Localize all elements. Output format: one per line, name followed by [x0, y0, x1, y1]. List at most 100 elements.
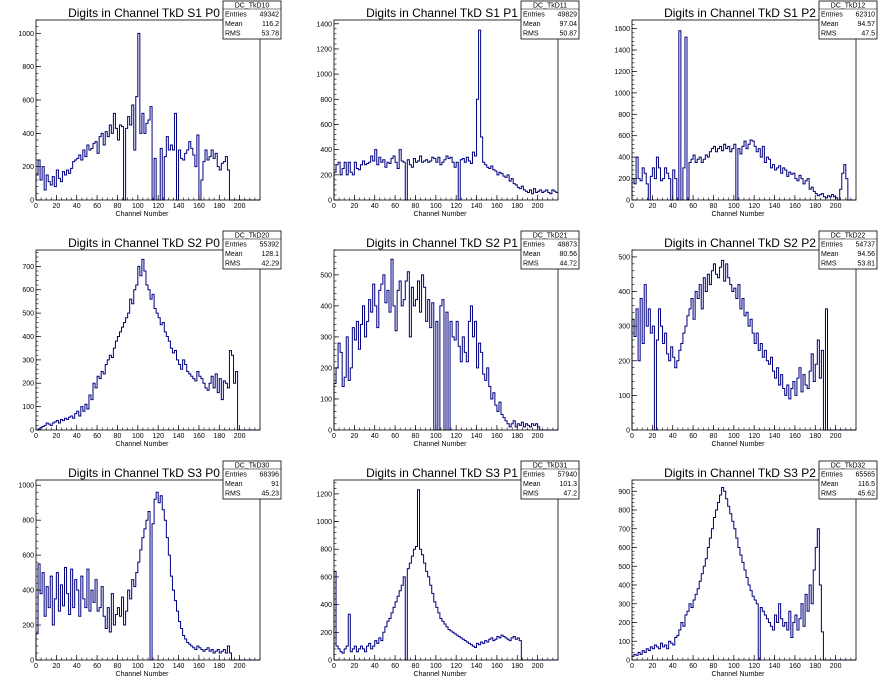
y-tick-label: 600: [618, 545, 630, 552]
x-axis-title: Channel Number: [712, 441, 766, 448]
histogram-svg: Digits in Channel TkD S1 P1 0 20 40 60 80 100 1…: [316, 0, 580, 218]
plot-frame: [35, 249, 261, 431]
stats-box-frame: [520, 460, 580, 500]
stats-name: DC_TkD12: [831, 3, 866, 10]
histogram-panel: Digits in Channel TkD S3 P2 0 20 40 60 80 100 1…: [596, 460, 894, 690]
y-tick-label: 1400: [316, 21, 332, 28]
x-tick-label: 160: [193, 663, 205, 670]
x-tick-label: 140: [769, 433, 781, 440]
stats-value-mean: 97.04: [559, 21, 577, 28]
histogram-series: [35, 491, 260, 661]
y-tick-label: 800: [22, 518, 34, 525]
histogram-panel: Digits in Channel TkD S3 P0 0 20 40 60 80 100 1…: [0, 460, 298, 690]
stats-box-frame: [818, 230, 878, 270]
y-tick-label: 0: [626, 658, 630, 665]
y-tick-label: 1000: [316, 72, 332, 79]
y-tick-label: 400: [618, 289, 630, 296]
stats-box-frame: [222, 460, 282, 500]
x-tick-label: 140: [471, 663, 483, 670]
x-tick-label: 160: [789, 433, 801, 440]
histogram-panel: Digits in Channel TkD S3 P1 0 20 40 60 80 100 1…: [298, 460, 596, 690]
y-tick-label: 600: [618, 133, 630, 140]
y-tick-label: 300: [22, 357, 34, 364]
stats-value-rms: 53.78: [261, 31, 279, 38]
stats-value-entries: 57940: [558, 472, 578, 479]
stats-name: DC_TkD22: [831, 233, 866, 240]
x-tick-label: 0: [332, 203, 336, 210]
stats-value-mean: 94.57: [857, 21, 875, 28]
x-tick-label: 200: [234, 433, 246, 440]
stats-label-entries: Entries: [523, 472, 545, 479]
y-tick-label: 1200: [316, 491, 332, 498]
stats-label-rms: RMS: [523, 491, 539, 498]
x-tick-label: 120: [748, 433, 760, 440]
y-tick-label: 800: [22, 64, 34, 71]
x-tick-label: 20: [350, 663, 358, 670]
y-tick-label: 200: [618, 358, 630, 365]
histogram-series: [333, 489, 558, 661]
stats-label-mean: Mean: [225, 21, 243, 28]
x-tick-label: 80: [114, 663, 122, 670]
x-tick-label: 120: [450, 433, 462, 440]
stats-box: DC_TkD10 Entries 49342 Mean 116.2 RMS 53.78: [222, 0, 282, 40]
x-tick-label: 200: [532, 203, 544, 210]
x-tick-label: 160: [193, 203, 205, 210]
x-tick-label: 180: [809, 433, 821, 440]
x-tick-label: 200: [830, 433, 842, 440]
chart-title: Digits in Channel TkD S3 P2: [664, 466, 816, 480]
stats-value-mean: 94.56: [857, 251, 875, 258]
x-tick-label: 100: [132, 663, 144, 670]
x-axis-title: Channel Number: [116, 671, 170, 678]
y-tick-label: 100: [320, 396, 332, 403]
histogram-panel: Digits in Channel TkD S2 P0 0 20 40 60 80 100 1…: [0, 230, 298, 460]
x-tick-label: 160: [789, 203, 801, 210]
x-tick-label: 160: [491, 203, 503, 210]
y-tick-label: 300: [320, 334, 332, 341]
x-tick-label: 40: [669, 433, 677, 440]
stats-label-mean: Mean: [523, 251, 541, 258]
x-tick-label: 40: [73, 433, 81, 440]
stats-label-entries: Entries: [225, 12, 247, 19]
x-tick-label: 20: [648, 663, 656, 670]
x-tick-label: 20: [648, 433, 656, 440]
x-tick-label: 20: [52, 203, 60, 210]
x-axis-title: Channel Number: [414, 211, 468, 218]
y-tick-label: 400: [22, 588, 34, 595]
histogram-series: [333, 258, 558, 431]
x-tick-label: 60: [689, 663, 697, 670]
y-tick-label: 1600: [614, 26, 630, 33]
chart-title: Digits in Channel TkD S2 P1: [366, 236, 518, 250]
stats-value-entries: 55392: [260, 242, 280, 249]
x-tick-label: 100: [430, 203, 442, 210]
y-tick-label: 300: [618, 601, 630, 608]
stats-value-entries: 54737: [856, 242, 876, 249]
stats-label-rms: RMS: [225, 491, 241, 498]
x-tick-label: 60: [93, 663, 101, 670]
chart-title: Digits in Channel TkD S2 P0: [68, 236, 220, 250]
stats-label-mean: Mean: [225, 251, 243, 258]
stats-value-rms: 44.72: [559, 261, 577, 268]
stats-box: DC_TkD11 Entries 49829 Mean 97.04 RMS 50.87: [520, 0, 580, 40]
x-tick-label: 100: [728, 203, 740, 210]
x-tick-label: 160: [491, 433, 503, 440]
stats-name: DC_TkD10: [235, 3, 270, 10]
stats-label-mean: Mean: [821, 251, 839, 258]
y-tick-label: 1200: [614, 69, 630, 76]
plot-frame: [333, 19, 559, 201]
y-tick-label: 100: [618, 393, 630, 400]
x-tick-label: 80: [710, 203, 718, 210]
histogram-panel: Digits in Channel TkD S2 P2 0 20 40 60 80 100 1…: [596, 230, 894, 460]
y-tick-label: 400: [618, 583, 630, 590]
stats-value-mean: 101.3: [559, 481, 577, 488]
x-tick-label: 120: [152, 203, 164, 210]
x-tick-label: 120: [748, 203, 760, 210]
stats-box: DC_TkD32 Entries 65565 Mean 116.5 RMS 45.62: [818, 460, 878, 500]
x-tick-label: 40: [669, 663, 677, 670]
plot-frame: [333, 479, 559, 661]
x-tick-label: 140: [173, 433, 185, 440]
x-tick-label: 140: [471, 433, 483, 440]
stats-box: DC_TkD22 Entries 54737 Mean 94.56 RMS 53.81: [818, 230, 878, 270]
y-tick-label: 300: [618, 324, 630, 331]
stats-label-entries: Entries: [523, 12, 545, 19]
y-tick-label: 500: [618, 564, 630, 571]
